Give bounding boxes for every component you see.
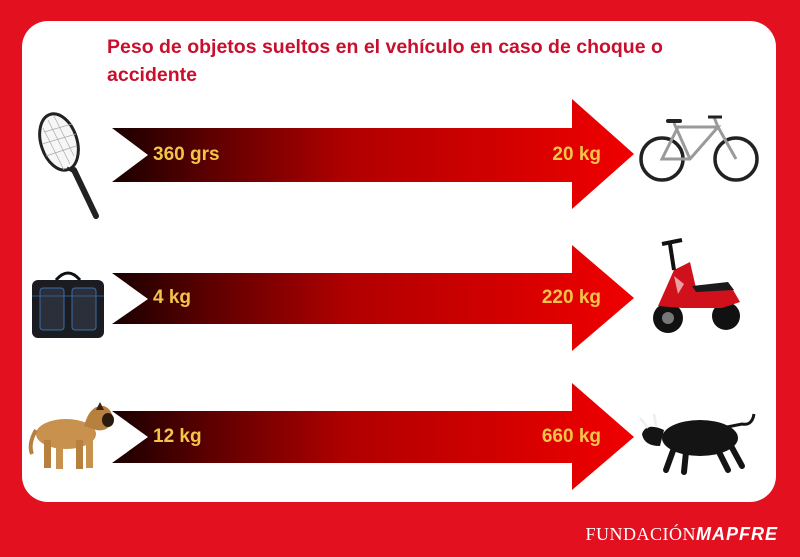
arrow-3 <box>112 383 634 490</box>
from-weight-3: 12 kg <box>153 426 202 447</box>
to-weight-2: 220 kg <box>541 287 601 308</box>
weight-row-2: 4 kg 220 kg <box>0 245 800 355</box>
arrow-2 <box>112 245 634 351</box>
weight-row-3: 12 kg 660 kg <box>0 383 800 493</box>
logo-text-mapfre: MAPFRE <box>696 524 778 544</box>
fundacion-mapfre-logo: FUNDACIÓNMAPFRE <box>585 524 778 544</box>
bicycle-icon <box>639 115 759 182</box>
logo-text-fundacion: FUNDACIÓN <box>585 524 696 544</box>
weight-row-1: 360 grs 20 kg <box>0 99 800 209</box>
bull-icon <box>639 413 756 475</box>
to-weight-1: 20 kg <box>552 144 601 165</box>
from-weight-2: 4 kg <box>153 287 192 308</box>
slide-title: Peso de objetos sueltos en el vehículo e… <box>107 36 663 86</box>
tennis-racket-icon <box>38 112 99 219</box>
from-weight-1: 360 grs <box>153 144 220 165</box>
dog-icon <box>28 402 114 469</box>
arrow-1 <box>112 99 634 209</box>
to-weight-3: 660 kg <box>541 426 601 447</box>
scooter-icon <box>653 238 740 333</box>
laptop-bag-icon <box>32 271 104 338</box>
